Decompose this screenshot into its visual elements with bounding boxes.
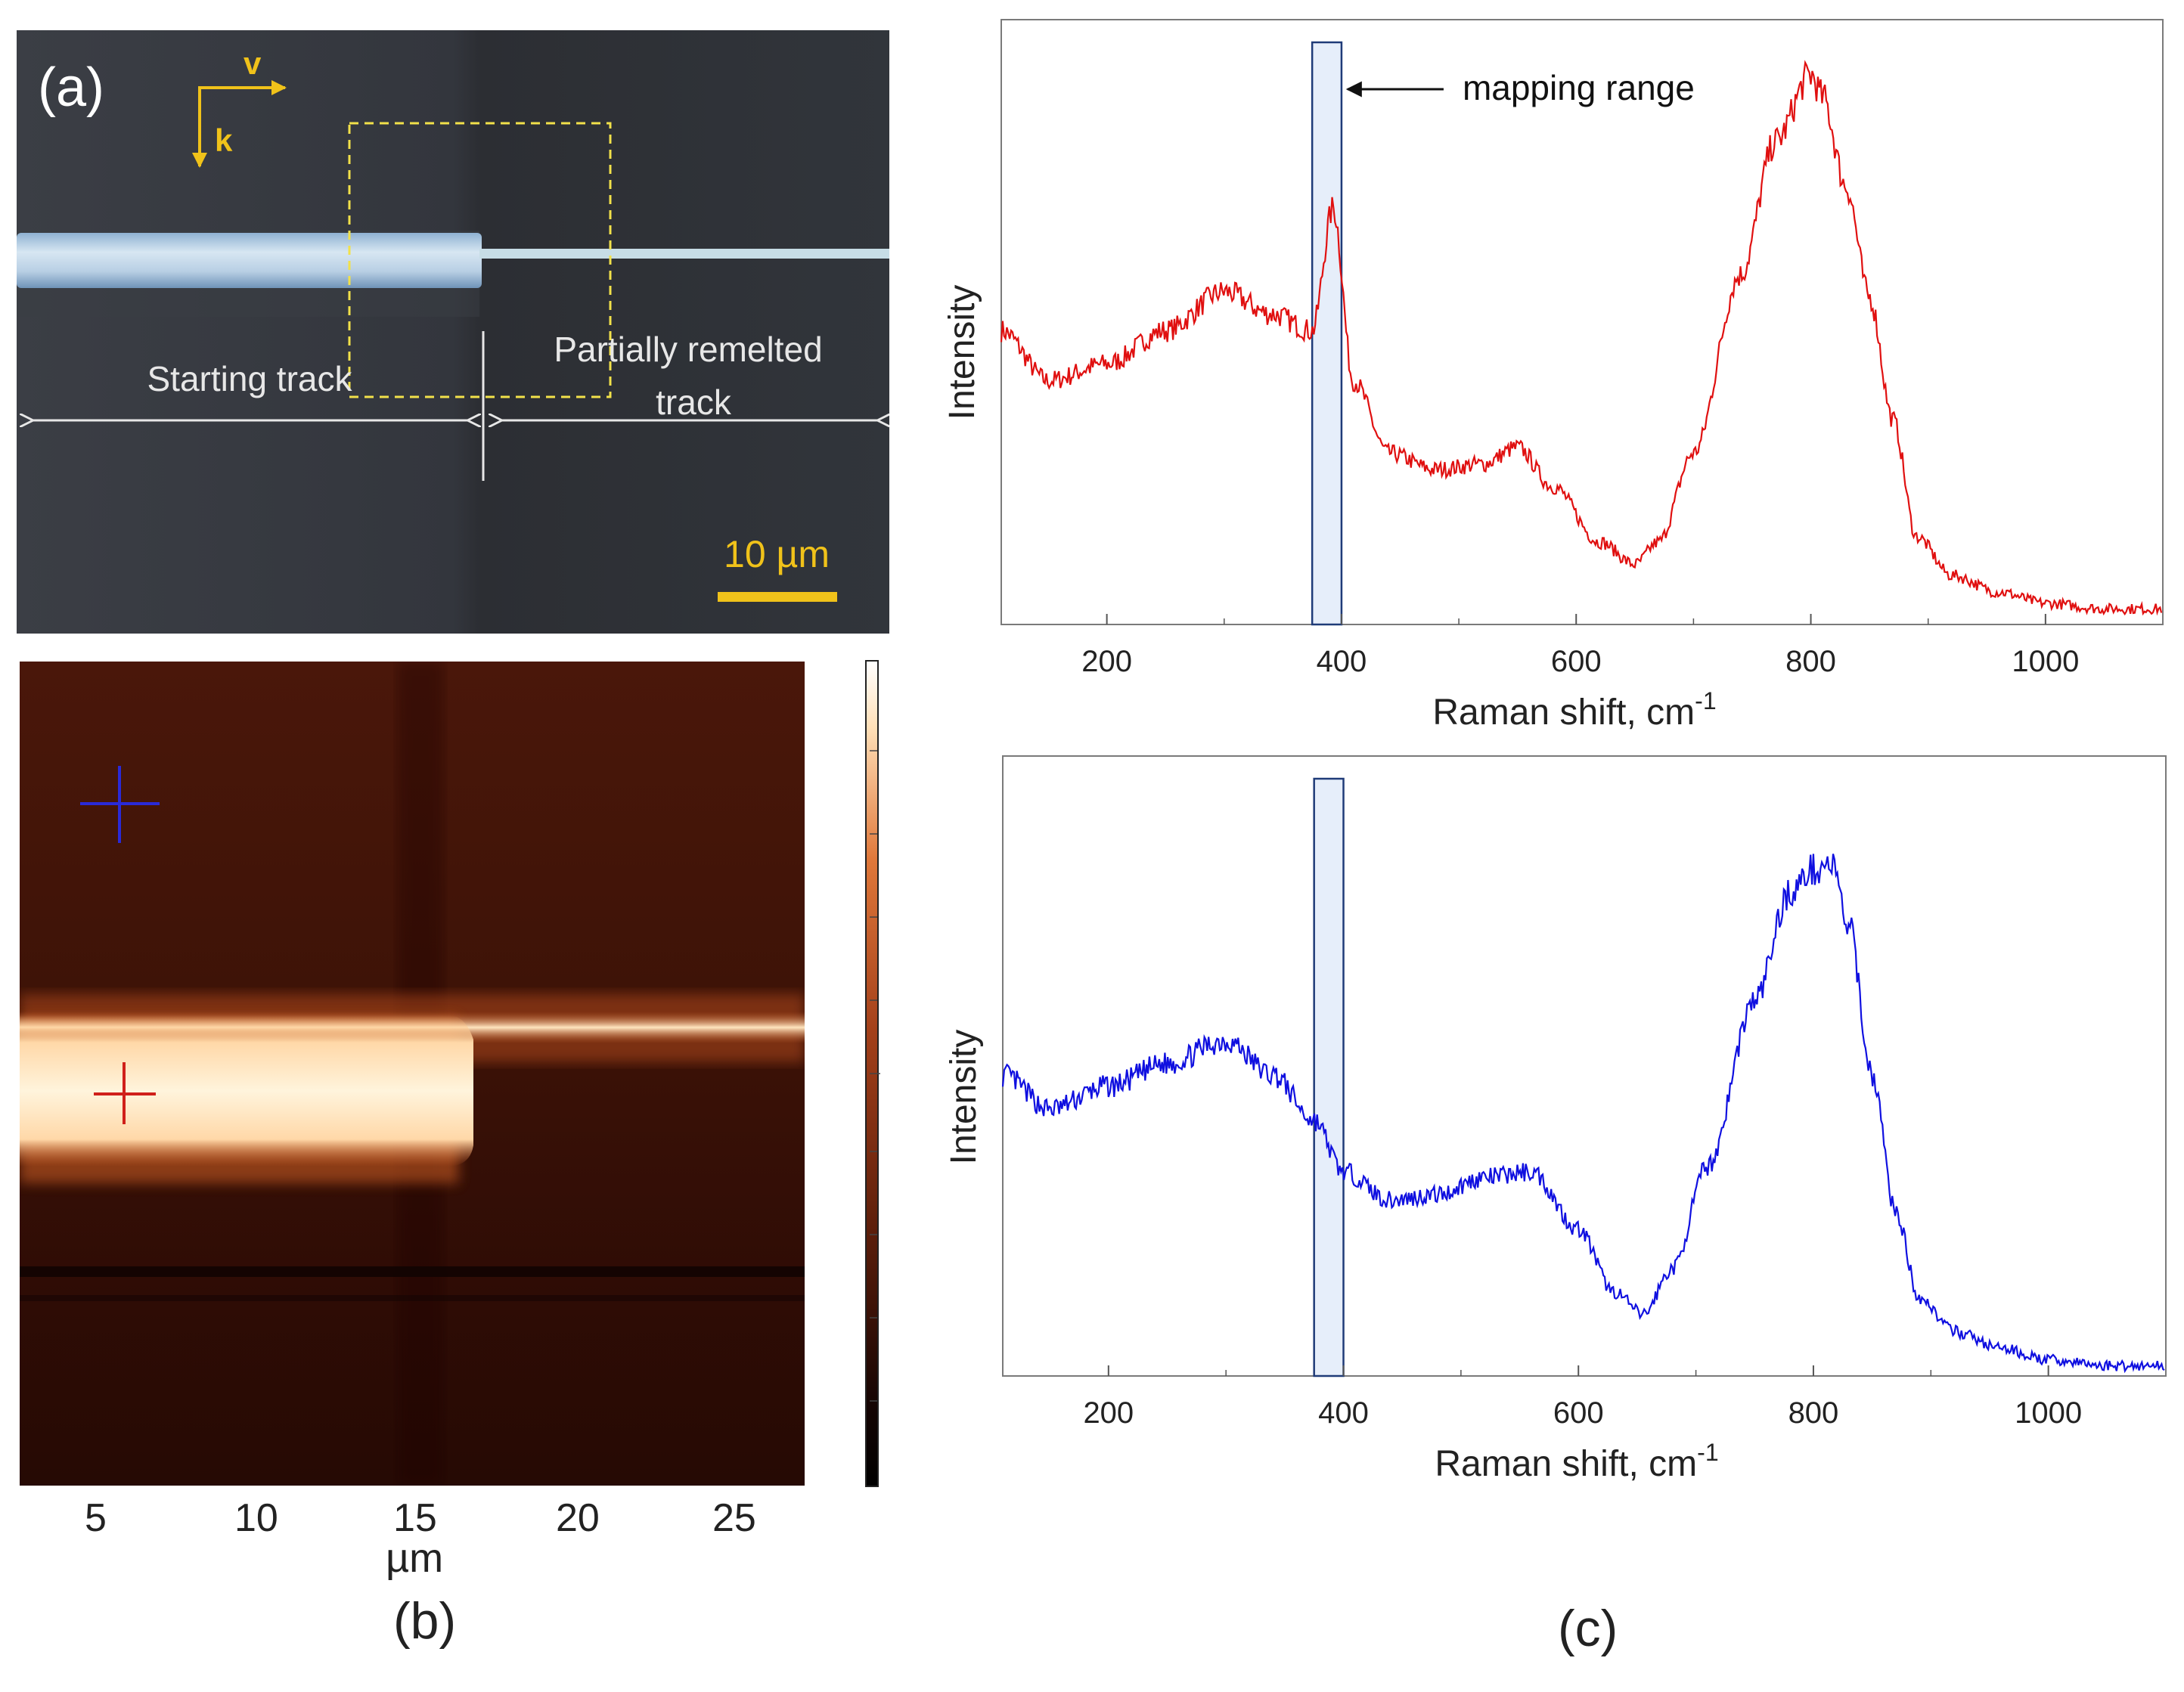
panel-c-label: (c) [1558,1600,1618,1657]
x-axis-label: Raman shift, cm-1 [1432,687,1716,733]
arrow-v-label: v [244,45,262,81]
x-tick-label: 400 [1317,645,1367,678]
spectrum-chart-1: 200 400 600 800 1000 Raman shift, cm-1 Intensi… [942,19,2164,733]
starting-track-text: Starting track [147,359,353,398]
dark-band-1 [20,1266,805,1277]
spectra-plots: 200 400 600 800 1000 Raman shift, cm-1 Intensi… [942,19,2167,1484]
x-tick-label: 400 [1318,1396,1369,1430]
blue-marker [80,766,160,843]
micrograph-svg: v k (a) Starting track Partially remelte… [17,30,889,634]
mapping-range-band [1311,41,1343,626]
x-tick-label: 600 [1551,645,1602,678]
panel-a-label: (a) [38,57,104,118]
spectrum-line [1000,60,2163,616]
x-axis-label: Raman shift, cm-1 [1435,1439,1718,1484]
map-xlabel: µm [386,1536,444,1581]
mapping-range-band [1313,777,1345,1377]
micrograph-background [17,30,889,634]
scale-bar [718,592,837,602]
red-marker [94,1062,156,1124]
plot-frame [1000,19,2164,625]
spectrum-chart-2: 200 400 600 800 1000 Raman shift, cm-1 Intensi… [944,755,2167,1484]
y-axis-label: Intensity [942,285,982,420]
remelted-track-text-line1: Partially remelted [554,330,822,369]
x-tick-label: 200 [1083,1396,1134,1430]
dark-band-2 [20,1295,805,1301]
arrow-k-label: k [215,122,233,158]
raman-map [20,662,805,1486]
micrograph-panel: v k (a) Starting track Partially remelte… [17,30,889,634]
x-tick-label: 600 [1553,1396,1604,1430]
x-tick-label: 1000 [2012,645,2079,678]
map-xtick: 10 [234,1496,278,1540]
map-xtick: 15 [393,1496,437,1540]
y-axis-label: Intensity [944,1030,984,1165]
spectrum-line [1001,854,2165,1374]
colorbar-ticks [870,750,880,1402]
remelted-track-stripe [479,249,889,259]
x-tick-label: 800 [1785,645,1836,678]
map-xtick: 25 [712,1496,756,1540]
mapping-area-box [348,122,612,398]
x-tick-label: 200 [1081,645,1132,678]
scale-bar-label: 10 µm [724,533,830,575]
plot-frame [1002,755,2167,1377]
panel-b-label: (b) [393,1592,457,1650]
map-xtick: 20 [556,1496,600,1540]
x-tick-label: 800 [1788,1396,1839,1430]
wide-track-glow [20,1015,473,1167]
remelted-track-text-line2: track [656,383,732,422]
x-tick-label: 1000 [2015,1396,2082,1430]
map-xtick: 5 [85,1496,107,1540]
starting-track-stripe [17,233,482,288]
mapping-range-label: mapping range [1463,68,1695,107]
raman-map-svg [20,662,805,1486]
